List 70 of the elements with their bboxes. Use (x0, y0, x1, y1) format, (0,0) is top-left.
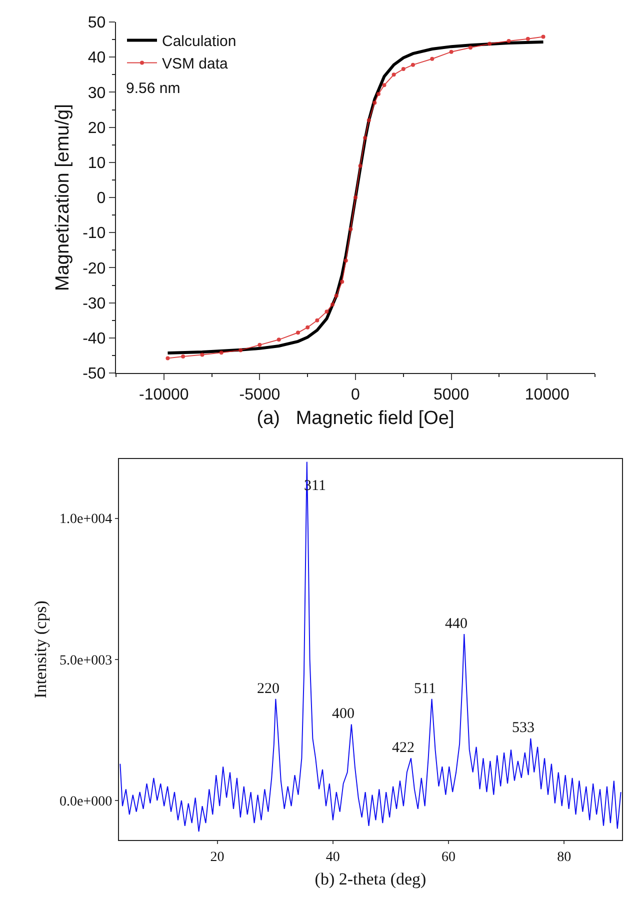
x-tick-label: 5000 (434, 386, 470, 404)
point (372, 100, 377, 105)
y-tick-label: 5.0e+003 (59, 653, 112, 668)
point (468, 46, 472, 50)
point (401, 67, 406, 72)
x-tick-label: 0 (351, 386, 360, 404)
y-tick-label: 1.0e+004 (59, 512, 112, 528)
point (330, 302, 335, 307)
point (392, 72, 396, 77)
point (276, 338, 281, 342)
point (258, 342, 262, 347)
y-tick-label: -20 (82, 260, 106, 278)
point (430, 56, 434, 61)
point (296, 330, 300, 335)
point (488, 42, 492, 46)
point (363, 136, 368, 140)
point (340, 280, 344, 284)
y-axis-title: Intensity (cps) (31, 600, 50, 698)
point (238, 348, 243, 352)
y-tick-label: 0 (96, 190, 106, 208)
point (324, 310, 329, 314)
y-tick-label: 50 (88, 14, 106, 32)
point (348, 227, 353, 232)
point (181, 354, 186, 358)
y-tick-label: -30 (82, 295, 106, 312)
y-tick-label: 0.0e+000 (59, 794, 112, 810)
legend-label: VSM data (162, 56, 229, 73)
y-tick-label: 10 (88, 155, 106, 172)
point (449, 50, 454, 54)
x-tick-label: 10000 (524, 386, 570, 404)
x-tick-label: -10000 (138, 386, 189, 404)
point (382, 83, 386, 88)
x-tick-label: -5000 (239, 386, 280, 404)
x-tick-label: 40 (326, 850, 340, 865)
y-axis-title: Magnetization [emu/g] (52, 104, 74, 291)
point (541, 34, 546, 39)
point (354, 196, 358, 200)
line-series (120, 461, 622, 832)
point (334, 294, 338, 298)
point (506, 38, 511, 43)
annotation: 400 (332, 706, 354, 722)
point (306, 325, 310, 330)
point (526, 36, 530, 41)
x-tick-label: 20 (210, 850, 224, 865)
point (200, 352, 204, 357)
x-axis-title: (b) 2-theta (deg) (314, 869, 426, 888)
x-axis-title: (a) Magnetic field [Oe] (256, 408, 454, 430)
point (315, 318, 320, 322)
point (366, 118, 371, 122)
x-tick-label: 80 (557, 850, 572, 865)
y-tick-label: -10 (82, 225, 106, 242)
point (219, 350, 224, 355)
annotation: 9.56 nm (126, 80, 180, 97)
legend-label: Calculation (162, 33, 236, 50)
annotation: 422 (392, 740, 414, 756)
point (410, 62, 415, 67)
annotation: 220 (257, 681, 280, 697)
annotation: 533 (512, 720, 534, 736)
point (376, 92, 380, 96)
y-tick-label: -50 (82, 366, 106, 383)
point (358, 164, 362, 168)
point (166, 356, 170, 360)
point (344, 258, 348, 263)
y-tick-label: 40 (88, 50, 106, 67)
annotation: 511 (414, 681, 436, 697)
y-tick-label: 20 (88, 120, 106, 137)
x-tick-label: 60 (442, 850, 456, 865)
annotation: 440 (445, 616, 468, 632)
y-tick-label: 30 (88, 84, 106, 102)
y-tick-label: -40 (82, 330, 106, 348)
